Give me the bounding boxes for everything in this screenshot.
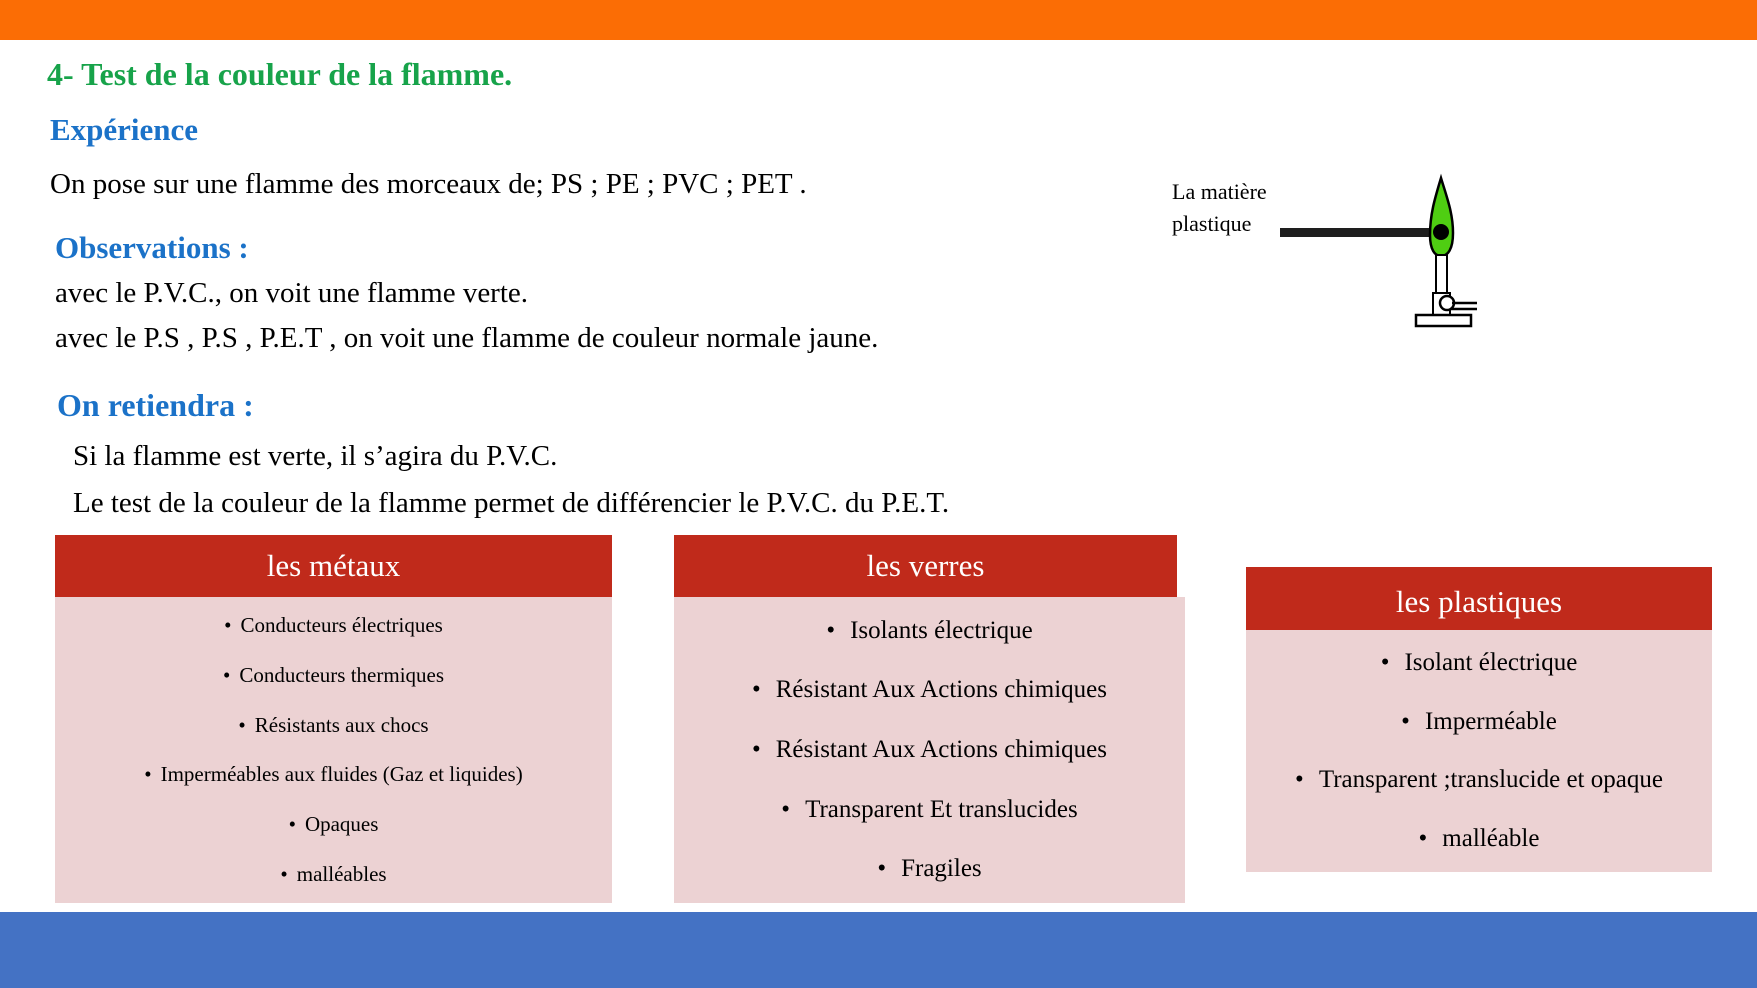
retenir-heading: On retiendra : <box>57 387 254 423</box>
list-item: Opaques <box>55 812 612 837</box>
list-item: malléables <box>55 862 612 887</box>
bunsen-burner-illustration <box>1280 173 1477 328</box>
plastic-sample-dot <box>1433 224 1449 240</box>
list-item: Fragiles <box>674 855 1185 883</box>
list-item: Résistant Aux Actions chimiques <box>674 736 1185 764</box>
table-verres-title: les verres <box>674 535 1177 597</box>
list-item: Conducteurs thermiques <box>55 663 612 688</box>
table-verres-body: Isolants électrique Résistant Aux Action… <box>674 597 1185 903</box>
burner-tube <box>1435 254 1448 294</box>
observations-heading: Observations : <box>55 230 249 265</box>
experience-heading: Expérience <box>50 112 199 147</box>
experience-text: On pose sur une flamme des morceaux de; … <box>50 168 807 200</box>
plastic-rod <box>1280 228 1442 237</box>
figure-label: La matière plastique <box>1172 179 1267 236</box>
table-plastiques-body: Isolant électrique Imperméable Transpare… <box>1246 630 1712 872</box>
observation-line: avec le P.V.C., on voit une flamme verte… <box>55 277 529 309</box>
observation-line: avec le P.S , P.S , P.E.T , on voit une … <box>55 322 879 354</box>
list-item: Résistant Aux Actions chimiques <box>674 676 1185 704</box>
retenir-line: Si la flamme est verte, il s’agira du P.… <box>73 440 558 472</box>
table-metaux-body: Conducteurs électriques Conducteurs ther… <box>55 597 612 903</box>
table-metaux-title: les métaux <box>55 535 612 597</box>
table-plastiques: les plastiques Isolant électrique Imperm… <box>1246 567 1712 872</box>
list-item: Isolants électrique <box>674 617 1185 645</box>
green-flame <box>1428 173 1455 258</box>
list-item: Résistants aux chocs <box>55 713 612 738</box>
list-item: Imperméable <box>1246 708 1712 736</box>
page-title: 4- Test de la couleur de la flamme. <box>47 56 513 92</box>
table-plastiques-title: les plastiques <box>1246 567 1712 630</box>
table-verres: les verres Isolants électrique Résistant… <box>674 535 1185 903</box>
burner-base <box>1414 313 1473 328</box>
list-item: Imperméables aux fluides (Gaz et liquide… <box>55 762 612 787</box>
list-item: Isolant électrique <box>1246 649 1712 677</box>
list-item: Transparent Et translucides <box>674 796 1185 824</box>
top-accent-bar <box>0 0 1757 40</box>
retenir-line: Le test de la couleur de la flamme perme… <box>73 487 950 519</box>
bottom-accent-bar <box>0 912 1757 988</box>
list-item: Conducteurs électriques <box>55 613 612 638</box>
table-metaux: les métaux Conducteurs électriques Condu… <box>55 535 612 903</box>
list-item: malléable <box>1246 825 1712 853</box>
list-item: Transparent ;translucide et opaque <box>1246 766 1712 794</box>
